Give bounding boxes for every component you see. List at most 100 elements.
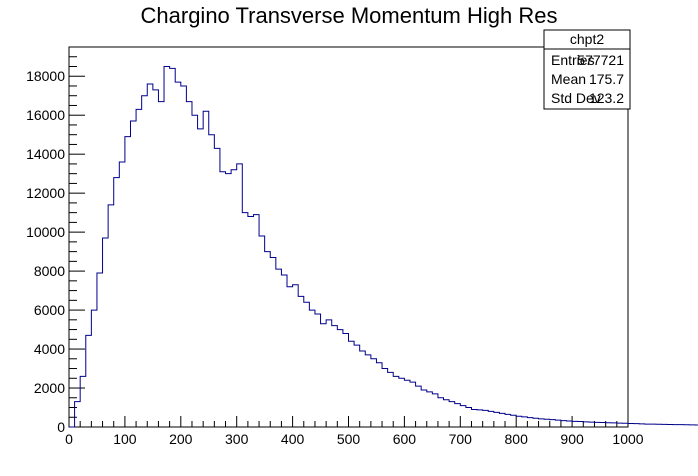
histogram-bin [421, 390, 427, 427]
stats-mean-label: Mean [551, 71, 586, 87]
histogram-bin [298, 296, 304, 427]
histogram-bin [444, 400, 450, 427]
histogram-bin [293, 285, 299, 427]
y-tick-label: 4000 [34, 341, 65, 357]
histogram-bin [270, 257, 276, 427]
histogram-bin [611, 423, 617, 427]
y-tick-label: 0 [57, 419, 65, 435]
histogram-bin [382, 369, 388, 427]
histogram-bin [75, 402, 81, 427]
histogram-bin [153, 90, 159, 427]
histogram-bin [449, 402, 455, 427]
histogram-bin [326, 320, 332, 427]
histogram-bin [432, 394, 438, 427]
y-tick-label: 18000 [26, 68, 65, 84]
y-tick-label: 2000 [34, 380, 65, 396]
x-tick-label: 400 [281, 431, 305, 447]
stats-mean-value: 175.7 [589, 71, 624, 87]
histogram-bin [242, 213, 248, 427]
histogram-bin [455, 404, 461, 427]
histogram-bin [460, 406, 466, 427]
histogram-bin [125, 137, 131, 427]
histogram-bin [628, 423, 634, 427]
x-tick-label: 200 [169, 431, 193, 447]
y-tick-label: 8000 [34, 263, 65, 279]
histogram-bin [466, 408, 472, 427]
histogram-bin [550, 420, 556, 427]
histogram-bin [516, 416, 522, 427]
histogram-bin [237, 164, 243, 427]
histogram-bin [175, 82, 181, 427]
histogram-bin [309, 310, 315, 427]
histogram-bin [349, 341, 355, 427]
histogram-bin [164, 66, 170, 427]
histogram-bin [365, 355, 371, 427]
histogram-bin [471, 409, 477, 427]
stats-stddev-value: 123.2 [589, 90, 624, 106]
x-tick-label: 900 [560, 431, 584, 447]
histogram-bin [399, 378, 405, 427]
x-tick-label: 300 [225, 431, 249, 447]
histogram-bin [287, 287, 293, 427]
histogram-bin [617, 423, 623, 427]
histogram-series [75, 66, 698, 427]
histogram-bin [186, 102, 192, 427]
histogram-bin [583, 422, 589, 427]
histogram-bin [533, 418, 539, 427]
histogram-bin [511, 415, 517, 427]
histogram-bin [572, 421, 578, 427]
x-tick-label: 0 [65, 431, 73, 447]
histogram-bin [147, 84, 153, 427]
histogram-bin [181, 86, 187, 427]
histogram-bin [606, 423, 612, 427]
y-tick-label: 10000 [26, 224, 65, 240]
histogram-bin [567, 421, 573, 427]
histogram-bin [522, 417, 528, 427]
histogram-bin [276, 269, 282, 427]
stats-stddev-label: Std Dev [551, 90, 601, 106]
histogram-bin [315, 314, 321, 427]
histogram-bin [136, 109, 142, 427]
histogram-bin [416, 386, 422, 427]
y-tick-label: 14000 [26, 146, 65, 162]
histogram-bin [388, 372, 394, 427]
histogram-bin [103, 238, 109, 427]
histogram-bin [170, 68, 176, 427]
histogram-bin [91, 310, 97, 427]
stats-entries-value: 577721 [577, 52, 624, 68]
histogram-bin [438, 398, 444, 427]
histogram-bin [108, 205, 114, 427]
y-tick-label: 6000 [34, 302, 65, 318]
histogram-bin [600, 423, 606, 427]
histogram-bin [589, 422, 595, 427]
histogram-bin [130, 121, 136, 427]
x-tick-label: 500 [337, 431, 361, 447]
histogram-bin [555, 420, 561, 427]
y-tick-label: 16000 [26, 107, 65, 123]
histogram-bin [321, 324, 327, 427]
x-tick-label: 800 [505, 431, 529, 447]
histogram-bin [203, 111, 209, 427]
stats-box-name: chpt2 [570, 31, 604, 47]
histogram-bin [393, 376, 399, 427]
x-tick-label: 1000 [612, 431, 643, 447]
histogram-bin [410, 382, 416, 427]
histogram-bin [561, 421, 567, 427]
histogram-bin [539, 419, 545, 427]
histogram-bin [376, 363, 382, 427]
histogram-bin [119, 162, 125, 427]
histogram-bin [80, 376, 86, 427]
stats-box: chpt2 Entries 577721 Mean 175.7 Std Dev … [543, 29, 631, 110]
histogram-bin [114, 178, 120, 427]
y-tick-label: 12000 [26, 185, 65, 201]
histogram-bin [265, 252, 271, 427]
histogram-bin [281, 275, 287, 427]
histogram-bin [505, 414, 511, 427]
histogram-bin [337, 330, 343, 427]
histogram-bin [371, 359, 377, 427]
histogram-bin [253, 215, 259, 427]
histogram-bin [97, 273, 103, 427]
x-axis: 0 100 200 300 400 500 600 700 800 900 1000 [65, 416, 644, 447]
histogram-bin [142, 96, 148, 427]
histogram-bin [343, 333, 349, 427]
